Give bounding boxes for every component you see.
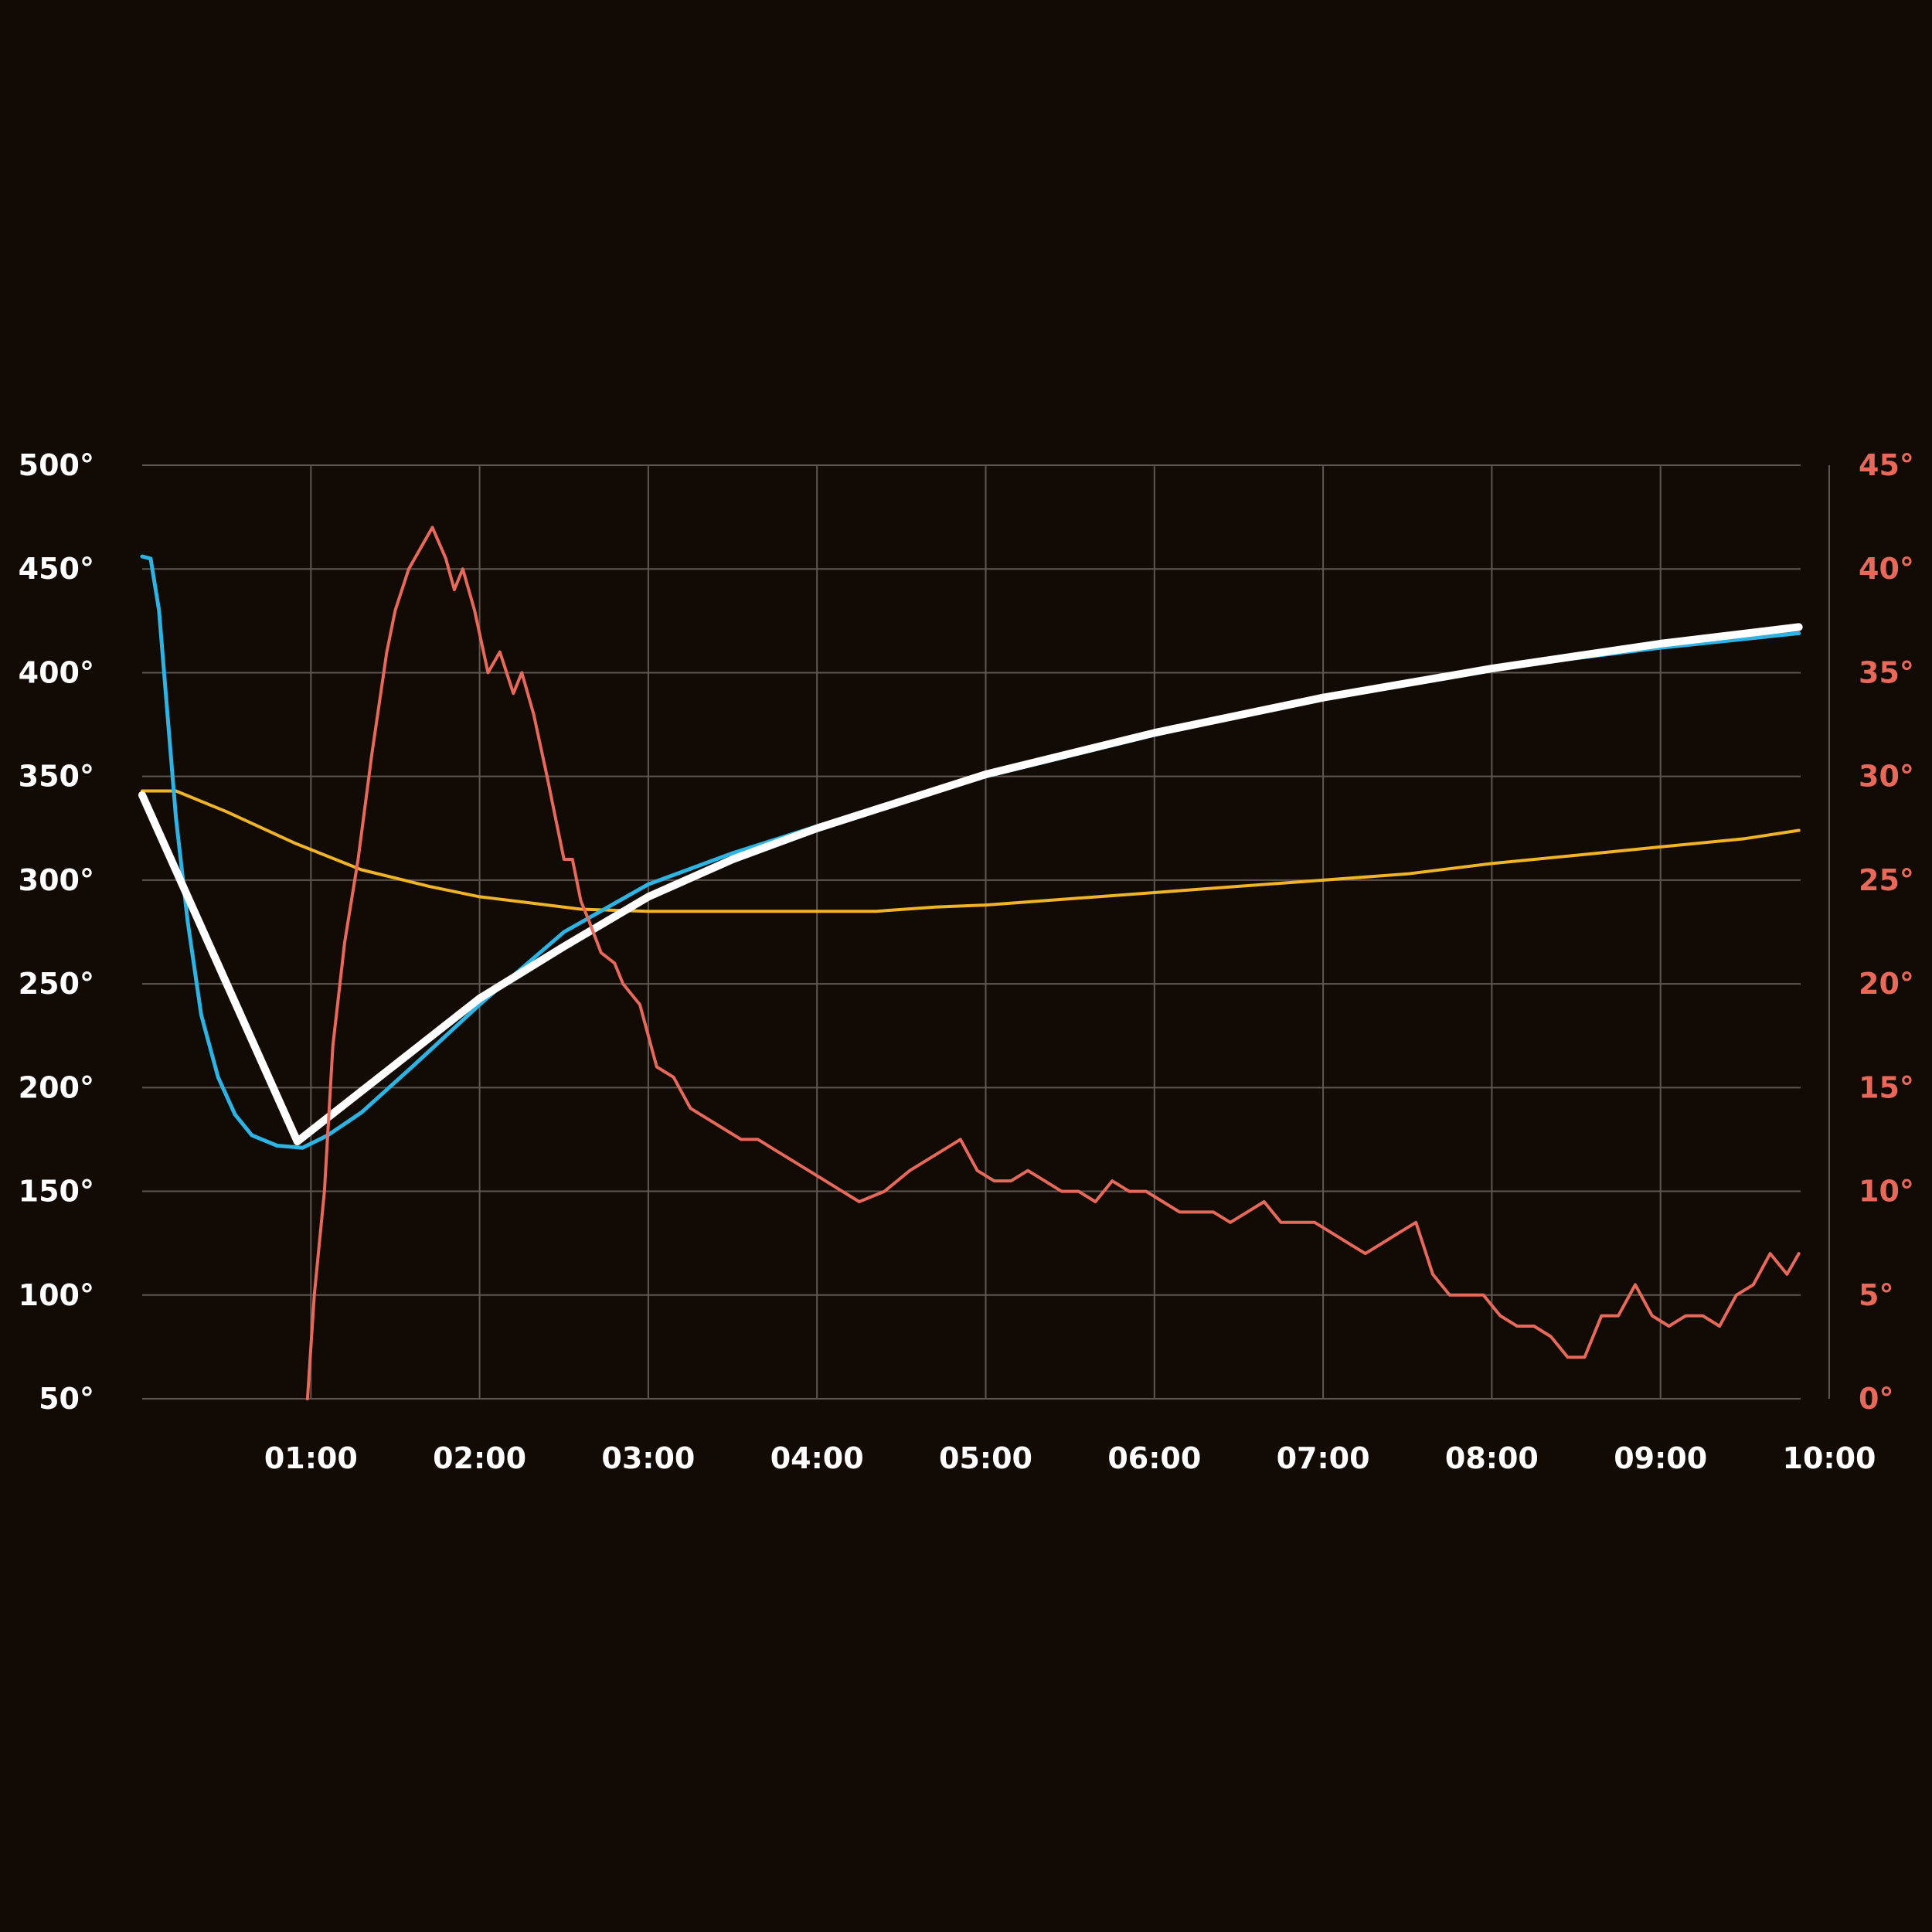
left-y-tick-label: 250°: [19, 967, 94, 1001]
x-tick-label: 01:00: [264, 1441, 358, 1475]
series-line-1: [141, 789, 1801, 913]
x-tick-label: 03:00: [601, 1441, 695, 1475]
x-tick-label: 08:00: [1445, 1441, 1539, 1475]
x-axis: 01:00 02:00 03:00 04:00 05:00 06:00 07:00 08:00…: [264, 1441, 1876, 1475]
right-y-tick-label: 20°: [1859, 967, 1914, 1001]
left-y-tick-label: 150°: [19, 1175, 94, 1209]
left-y-tick-label: 400°: [19, 655, 94, 689]
left-y-tick-label: 200°: [19, 1070, 94, 1104]
x-tick-label: 02:00: [433, 1441, 526, 1475]
right-y-tick-label: 10°: [1859, 1175, 1914, 1209]
x-tick-label: 06:00: [1107, 1441, 1201, 1475]
right-y-tick-label: 40°: [1859, 552, 1914, 586]
x-tick-label: 07:00: [1277, 1441, 1370, 1475]
right-y-axis: 0° 5° 10° 15° 20° 25° 30° 35° 40° 45°: [1859, 448, 1914, 1416]
left-y-tick-label: 350°: [19, 760, 94, 794]
series-line-4: [305, 526, 1801, 1400]
x-tick-label: 04:00: [770, 1441, 864, 1475]
left-y-tick-label: 50°: [39, 1382, 94, 1416]
left-y-tick-label: 450°: [19, 552, 94, 586]
right-y-tick-label: 35°: [1859, 655, 1914, 689]
grid: [142, 464, 1830, 1400]
left-y-tick-label: 300°: [19, 863, 94, 897]
x-tick-label: 10:00: [1783, 1441, 1876, 1475]
series: [138, 526, 1803, 1400]
left-y-tick-label: 100°: [19, 1278, 94, 1312]
right-y-tick-label: 0°: [1859, 1382, 1893, 1416]
left-y-axis: 50° 100° 150° 200° 250° 300° 350° 400° 450° 500°: [19, 448, 94, 1416]
x-tick-label: 09:00: [1614, 1441, 1707, 1475]
series-line-2: [140, 554, 1801, 1150]
right-y-tick-label: 5°: [1859, 1278, 1893, 1312]
right-y-tick-label: 30°: [1859, 760, 1914, 794]
right-y-tick-label: 45°: [1859, 448, 1914, 482]
series-line-3: [138, 623, 1803, 1146]
right-y-tick-label: 15°: [1859, 1070, 1914, 1104]
right-y-tick-label: 25°: [1859, 863, 1914, 897]
left-y-tick-label: 500°: [19, 448, 94, 482]
x-tick-label: 05:00: [939, 1441, 1032, 1475]
